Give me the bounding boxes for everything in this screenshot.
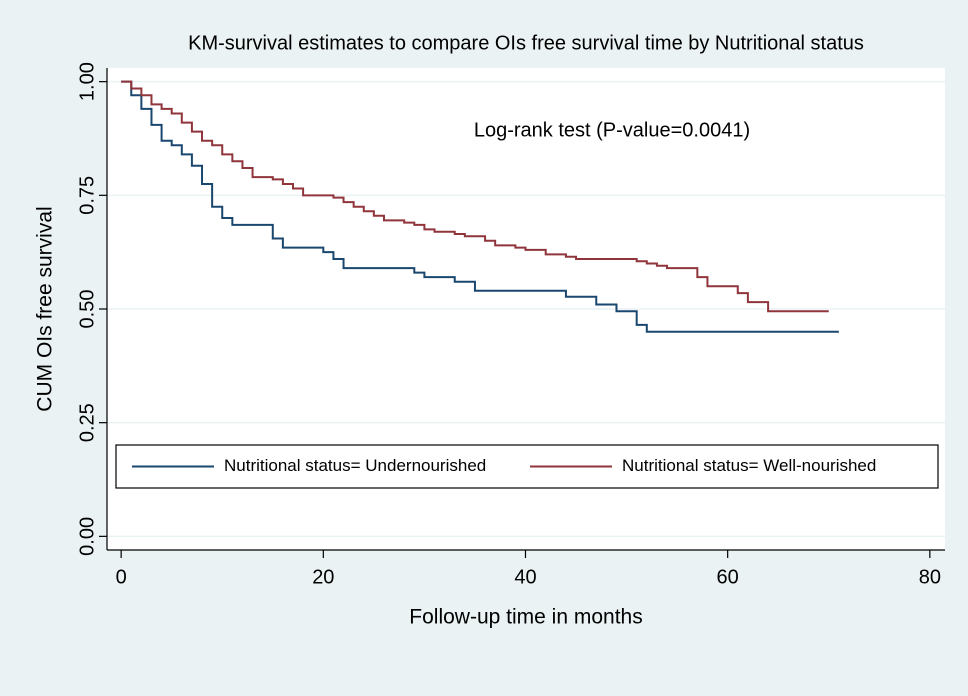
chart-title: KM-survival estimates to compare OIs fre… [188, 32, 864, 54]
x-tick-label: 60 [717, 566, 739, 588]
y-tick-label: 0.25 [76, 403, 98, 442]
annotation: Log-rank test (P-value=0.0041) [474, 119, 750, 141]
x-axis-label: Follow-up time in months [409, 606, 642, 629]
y-tick-label: 0.75 [76, 176, 98, 215]
x-tick-label: 40 [514, 566, 536, 588]
survival-line [121, 80, 829, 313]
survival-line [121, 80, 839, 333]
y-tick-label: 0.50 [76, 290, 98, 329]
y-tick-label: 0.00 [76, 517, 98, 556]
x-tick-label: 20 [312, 566, 334, 588]
y-tick-label: 1.00 [76, 62, 98, 101]
x-tick-label: 80 [919, 566, 941, 588]
legend-label: Nutritional status= Undernourished [224, 456, 486, 475]
legend-box [115, 444, 939, 489]
y-axis-label: CUM OIs free survival [34, 206, 57, 411]
legend-label: Nutritional status= Well-nourished [622, 456, 876, 475]
x-tick-label: 0 [116, 566, 127, 588]
